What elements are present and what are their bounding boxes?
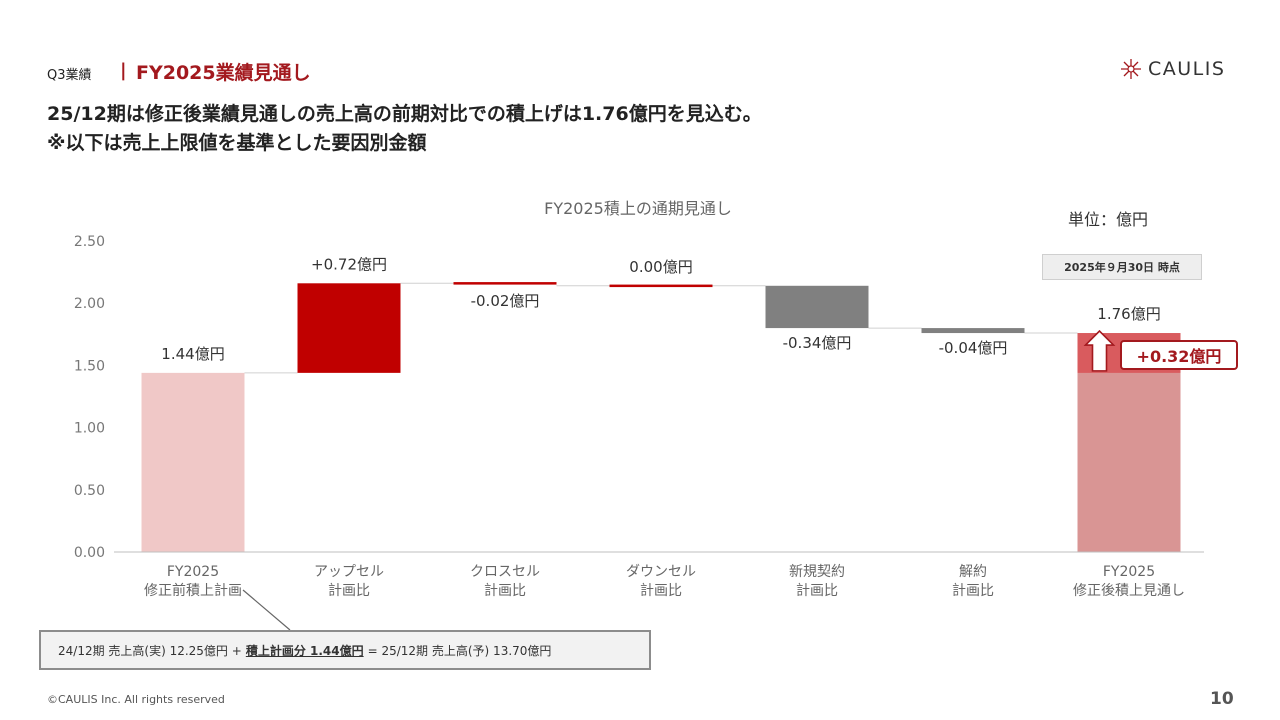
y-tick-label: 2.00 [74,296,105,312]
calculation-note: 24/12期 売上高(実) 12.25億円 + 積上計画分 1.44億円 = 2… [39,630,651,670]
bar-1 [297,283,401,373]
x-category-label: 計画比 [328,583,370,599]
logo-text: CAULIS [1148,58,1226,80]
y-tick-label: 1.00 [74,421,105,437]
x-category-label: 解約 [959,564,987,580]
x-category-label: 新規契約 [789,564,845,580]
bar-value-label: -0.34億円 [783,334,852,352]
x-category-label: 計画比 [952,583,994,599]
bar-value-label: -0.02億円 [471,292,540,310]
bar-4 [765,285,869,329]
section-label: Q3業績 [47,68,92,83]
bar-3 [609,284,713,288]
page-number: 10 [1210,689,1234,709]
bar-value-label: -0.04億円 [939,339,1008,357]
note-pointer-line [242,589,291,631]
page-title: FY2025業績見通し [136,62,311,84]
x-category-label: 修正後積上見通し [1073,583,1185,599]
x-category-label: FY2025 [167,564,219,580]
x-category-label: 修正前積上計画 [144,582,242,599]
bar-value-label: 1.76億円 [1097,305,1160,323]
headline-line-1: 25/12期は修正後業績見通しの売上高の前期対比での積上げは1.76億円を見込む… [47,103,762,125]
bar-2 [453,282,557,285]
headline-line-2: ※以下は売上上限値を基準とした要因別金額 [47,132,427,154]
y-tick-label: 0.50 [74,483,105,499]
x-category-label: クロスセル [470,564,540,580]
bar-value-label: 0.00億円 [629,258,692,276]
x-category-label: アップセル [314,564,384,580]
bar-value-label: +0.72億円 [311,255,387,273]
copyright: ©CAULIS Inc. All rights reserved [47,693,225,706]
x-category-label: FY2025 [1103,564,1155,580]
company-logo: CAULIS [1120,58,1225,80]
x-category-label: ダウンセル [626,564,696,580]
unit-label: 単位：億円 [1068,210,1149,229]
up-arrow-shape [1083,329,1116,372]
note-part-1: 24/12期 売上高(実) 12.25億円 + [58,643,242,658]
as-of-badge: 2025年９月30日 時点 [1042,254,1202,280]
bar-value-label: 1.44億円 [161,345,224,363]
x-category-label: 計画比 [484,583,526,599]
bar-5 [921,328,1025,334]
headline: 25/12期は修正後業績見通しの売上高の前期対比での積上げは1.76億円を見込む… [47,100,762,158]
chart-title: FY2025積上の通期見通し [544,199,732,218]
y-tick-label: 0.00 [74,545,105,561]
caulis-logo-icon [1121,59,1141,79]
title-separator: | [120,60,127,81]
note-part-2: = 25/12期 売上高(予) 13.70億円 [367,643,552,658]
increase-callout: +0.32億円 [1120,340,1238,370]
y-tick-label: 1.50 [74,358,105,374]
x-category-label: 計画比 [796,583,838,599]
increase-arrow-icon [1083,329,1116,372]
y-tick-label: 2.50 [74,234,105,250]
bar-0 [141,372,245,552]
x-category-label: 計画比 [640,583,682,599]
note-emphasis: 積上計画分 1.44億円 [245,643,364,658]
